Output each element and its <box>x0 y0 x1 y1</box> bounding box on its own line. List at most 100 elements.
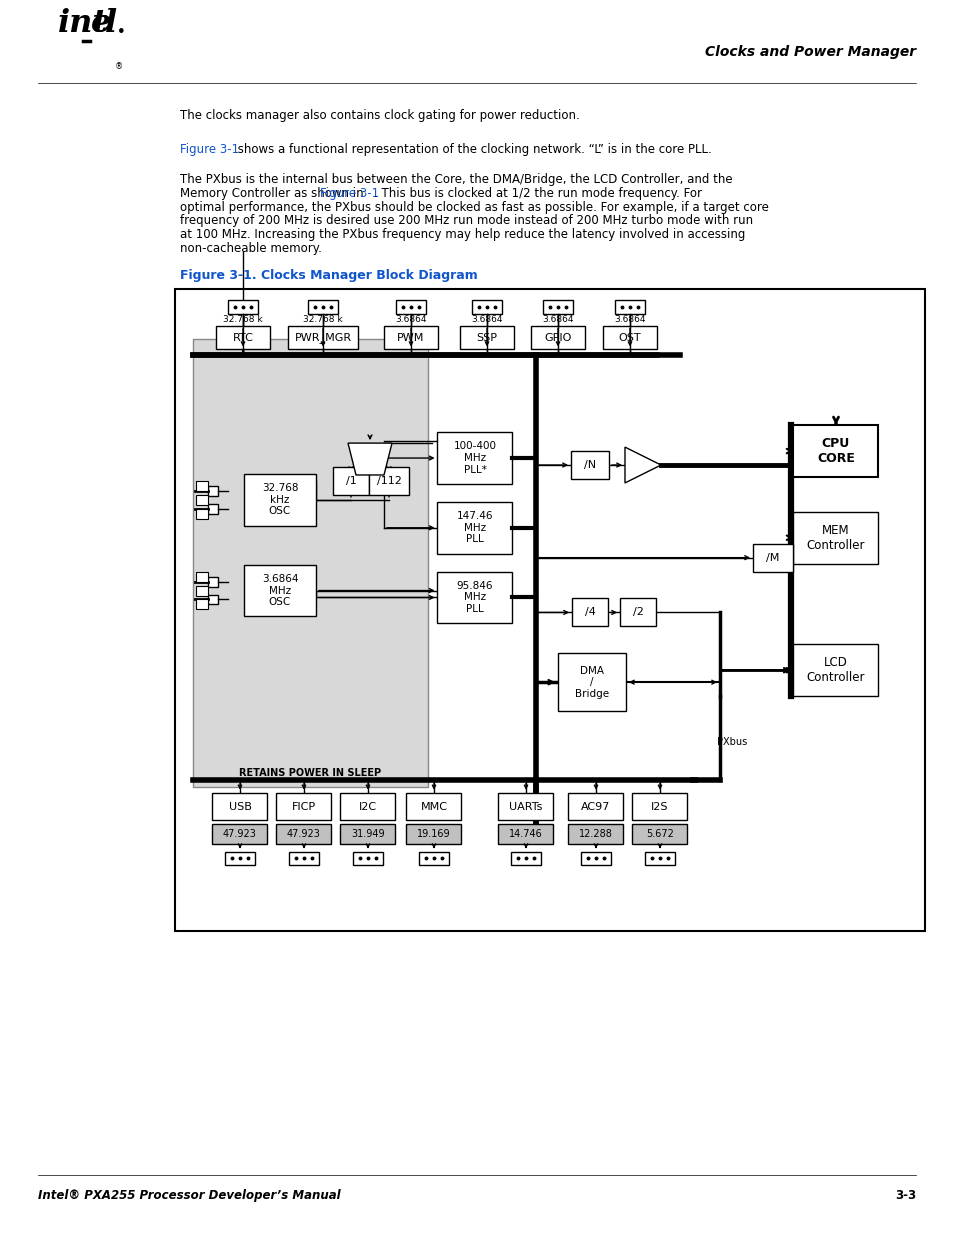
Bar <box>406 824 461 844</box>
Text: 19.169: 19.169 <box>416 829 451 839</box>
Bar <box>208 485 218 496</box>
Bar <box>752 543 792 572</box>
Bar <box>225 851 254 866</box>
Bar <box>568 824 623 844</box>
Bar <box>558 653 625 711</box>
Text: RTC: RTC <box>233 332 253 342</box>
Bar <box>353 851 382 866</box>
Text: MEM
Controller: MEM Controller <box>806 524 864 552</box>
Text: .: . <box>117 14 126 38</box>
Bar <box>632 793 687 820</box>
Text: 3.6864: 3.6864 <box>614 315 645 324</box>
Text: PXbus: PXbus <box>716 737 746 747</box>
Bar <box>511 851 540 866</box>
Bar <box>384 326 437 350</box>
Bar <box>289 851 318 866</box>
Text: MMC: MMC <box>420 802 447 811</box>
Bar <box>276 824 331 844</box>
Bar <box>208 594 218 604</box>
Bar <box>288 326 357 350</box>
Bar <box>437 501 512 553</box>
Text: Memory Controller as shown in: Memory Controller as shown in <box>180 186 367 200</box>
Bar <box>195 585 208 595</box>
Text: . This bus is clocked at 1/2 the run mode frequency. For: . This bus is clocked at 1/2 the run mod… <box>374 186 701 200</box>
Bar <box>793 511 878 563</box>
Text: Intel® PXA255 Processor Developer’s Manual: Intel® PXA255 Processor Developer’s Manu… <box>38 1188 340 1202</box>
Bar <box>602 326 657 350</box>
Bar <box>195 495 208 505</box>
Text: 3.6864: 3.6864 <box>395 315 426 324</box>
Text: /2: /2 <box>632 608 642 618</box>
Bar <box>568 793 623 820</box>
Text: 12.288: 12.288 <box>578 829 612 839</box>
Bar <box>395 300 426 314</box>
Text: LCD
Controller: LCD Controller <box>806 656 864 684</box>
Text: I2C: I2C <box>358 802 376 811</box>
Bar <box>793 425 878 477</box>
Text: optimal performance, the PXbus should be clocked as fast as possible. For exampl: optimal performance, the PXbus should be… <box>180 200 768 214</box>
Bar <box>580 851 610 866</box>
Text: RETAINS POWER IN SLEEP: RETAINS POWER IN SLEEP <box>239 768 381 778</box>
Bar <box>542 300 573 314</box>
Bar <box>632 824 687 844</box>
Text: 100-400
MHz
PLL*: 100-400 MHz PLL* <box>453 441 496 474</box>
Bar <box>472 300 501 314</box>
Text: /1: /1 <box>345 475 356 485</box>
Text: 3.6864: 3.6864 <box>471 315 502 324</box>
Bar <box>531 326 584 350</box>
Bar <box>195 572 208 582</box>
Text: /4: /4 <box>584 608 595 618</box>
Bar <box>213 824 267 844</box>
Bar <box>228 300 257 314</box>
Text: 3.6864
MHz
OSC: 3.6864 MHz OSC <box>261 574 298 608</box>
Polygon shape <box>624 447 660 483</box>
Text: 32.768 k: 32.768 k <box>303 315 342 324</box>
Bar <box>793 645 878 697</box>
Bar <box>572 599 607 626</box>
Bar <box>615 300 644 314</box>
Bar <box>644 851 675 866</box>
Bar <box>174 289 924 931</box>
Text: GPIO: GPIO <box>544 332 571 342</box>
Bar <box>340 824 395 844</box>
Bar <box>215 326 270 350</box>
Bar <box>437 572 512 624</box>
Text: I2S: I2S <box>651 802 668 811</box>
Bar <box>276 793 331 820</box>
Bar <box>195 509 208 519</box>
Text: DMA
/
Bridge: DMA / Bridge <box>575 666 608 699</box>
Text: 3.6864: 3.6864 <box>541 315 573 324</box>
Text: /112: /112 <box>376 475 401 485</box>
Text: 31.949: 31.949 <box>351 829 384 839</box>
Text: CPU
CORE: CPU CORE <box>816 437 854 466</box>
Text: AC97: AC97 <box>580 802 610 811</box>
Polygon shape <box>348 443 392 475</box>
Bar <box>333 467 369 495</box>
Bar <box>208 504 218 514</box>
Text: /N: /N <box>583 459 596 471</box>
Bar <box>308 300 337 314</box>
Bar <box>498 824 553 844</box>
Text: Figure 3-1. Clocks Manager Block Diagram: Figure 3-1. Clocks Manager Block Diagram <box>180 269 477 283</box>
Text: l: l <box>105 7 117 38</box>
Text: ®: ® <box>114 62 123 72</box>
Text: e: e <box>91 7 112 38</box>
Bar <box>459 326 514 350</box>
Bar <box>244 564 315 616</box>
Bar <box>369 467 409 495</box>
Bar <box>195 599 208 609</box>
Bar <box>213 793 267 820</box>
Text: int: int <box>58 7 108 38</box>
Text: non-cacheable memory.: non-cacheable memory. <box>180 242 321 256</box>
Text: UARTs: UARTs <box>509 802 542 811</box>
Bar <box>193 338 428 787</box>
Text: PWM: PWM <box>396 332 424 342</box>
Text: 47.923: 47.923 <box>287 829 320 839</box>
Text: 32.768
kHz
OSC: 32.768 kHz OSC <box>261 483 298 516</box>
Text: 95.846
MHz
PLL: 95.846 MHz PLL <box>456 580 493 614</box>
Bar <box>195 480 208 492</box>
Text: PWR_MGR: PWR_MGR <box>294 332 352 343</box>
Text: at 100 MHz. Increasing the PXbus frequency may help reduce the latency involved : at 100 MHz. Increasing the PXbus frequen… <box>180 228 744 241</box>
Text: 5.672: 5.672 <box>645 829 673 839</box>
Bar <box>418 851 449 866</box>
